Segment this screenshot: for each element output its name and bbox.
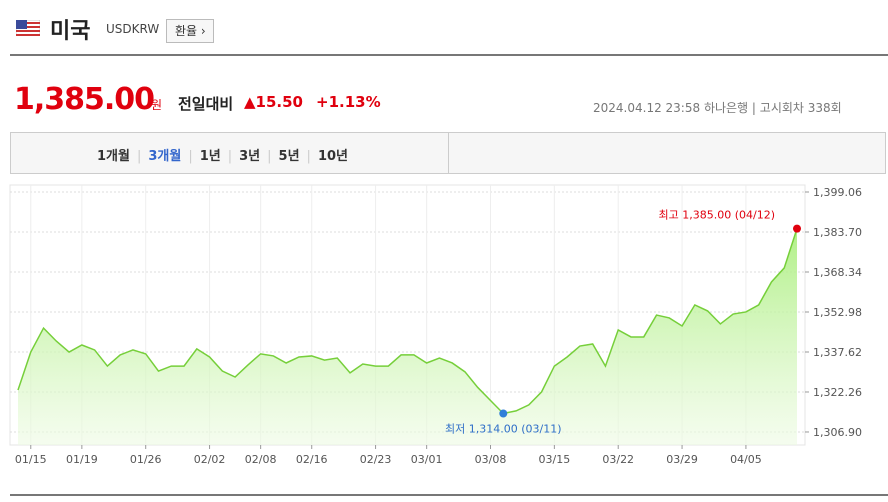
y-tick-label: 1,337.62 — [813, 346, 862, 359]
bottom-divider — [10, 494, 888, 496]
low-point — [499, 409, 508, 418]
tab-bar: 1개월 | 3개월 | 1년 | 3년 | 5년 | 10년 — [10, 132, 886, 174]
line — [17, 228, 798, 415]
divider — [10, 54, 888, 56]
rate-button[interactable]: 환율 › — [166, 19, 214, 43]
tab-sep: | — [267, 149, 272, 164]
tab[interactable]: 1년 — [199, 149, 221, 164]
compare-label: 전일대비 — [178, 95, 234, 113]
change-pct: +1.13% — [316, 93, 381, 111]
datetime: 2024.04.12 23:58 — [593, 101, 701, 115]
x-tick-label: 03/08 — [475, 453, 507, 466]
low-label: 최저 1,314.00 (03/11) — [445, 422, 562, 435]
area-fill — [18, 228, 797, 445]
price: 1,385.00 — [14, 82, 155, 117]
x-tick-label: 02/16 — [296, 453, 328, 466]
y-tick-label: 1,322.26 — [813, 386, 862, 399]
rate-button-label[interactable]: 환율 — [175, 24, 198, 38]
y-tick-label: 1,383.70 — [813, 226, 862, 239]
round: 고시회차 338회 — [759, 101, 842, 115]
change: ▲15.50 — [244, 93, 303, 111]
tab-sep: | — [188, 149, 193, 164]
x-tick-label: 03/22 — [602, 453, 634, 466]
x-tick-label: 03/29 — [666, 453, 698, 466]
x-tick-label: 03/01 — [411, 453, 443, 466]
tab-divider — [448, 133, 449, 173]
tab-sep: | — [136, 149, 142, 164]
tab[interactable]: 1개월 — [97, 149, 130, 164]
x-tick-label: 02/08 — [245, 453, 277, 466]
x-tick-label: 01/26 — [130, 453, 162, 466]
tab-sep: | — [306, 149, 311, 164]
tab[interactable]: 3개월 — [148, 149, 182, 164]
high-label: 최고 1,385.00 (04/12) — [658, 209, 775, 222]
code: USDKRW — [106, 22, 160, 36]
x-tick-label: 04/05 — [730, 453, 762, 466]
price-unit: 원 — [151, 98, 163, 112]
x-tick-label: 02/02 — [194, 453, 226, 466]
change-value: 15.50 — [255, 93, 303, 111]
tab[interactable]: 5년 — [278, 149, 300, 164]
flag-icon — [16, 20, 40, 36]
x-tick-label: 03/15 — [539, 453, 571, 466]
x-tick-label: 02/23 — [360, 453, 392, 466]
tab[interactable]: 3년 — [239, 149, 261, 164]
tab[interactable]: 10년 — [317, 149, 348, 164]
x-tick-label: 01/19 — [66, 453, 98, 466]
tab-sep: | — [227, 149, 233, 164]
high-point — [793, 224, 801, 233]
info: 2024.04.12 23:58 하나은행 | 고시회차 338회 — [593, 101, 842, 115]
bank: 하나은행 — [703, 101, 749, 115]
y-tick-label: 1,399.06 — [813, 186, 862, 199]
y-tick-label: 1,352.98 — [813, 306, 862, 319]
tabs: 1개월 | 3개월 | 1년 | 3년 | 5년 | 10년 — [97, 145, 348, 164]
y-tick-label: 1,306.90 — [813, 426, 862, 439]
country: 미국 — [50, 19, 91, 44]
y-tick-label: 1,368.34 — [813, 266, 862, 279]
x-tick-label: 01/15 — [15, 453, 47, 466]
